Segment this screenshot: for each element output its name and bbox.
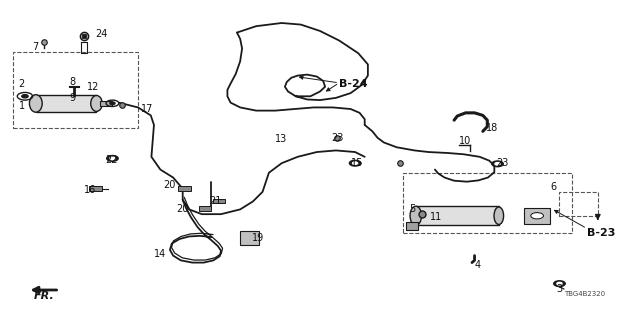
- Ellipse shape: [494, 207, 504, 225]
- Bar: [212, 198, 225, 203]
- Bar: [240, 231, 259, 245]
- Bar: [559, 192, 598, 216]
- Circle shape: [557, 282, 562, 285]
- Bar: [100, 101, 113, 106]
- Text: 14: 14: [154, 249, 166, 259]
- Bar: [36, 95, 97, 112]
- Bar: [13, 52, 138, 128]
- Text: FR.: FR.: [34, 291, 54, 301]
- Text: 17: 17: [141, 104, 154, 114]
- Circle shape: [495, 163, 500, 165]
- Text: 13: 13: [275, 134, 287, 144]
- Text: B-24: B-24: [339, 78, 368, 89]
- Text: 12: 12: [87, 82, 99, 92]
- Ellipse shape: [410, 206, 422, 225]
- Circle shape: [107, 156, 118, 161]
- Circle shape: [353, 162, 358, 164]
- Text: 11: 11: [430, 212, 442, 222]
- Bar: [178, 187, 191, 191]
- Text: 21: 21: [209, 196, 222, 206]
- Text: 15: 15: [351, 158, 363, 168]
- Bar: [524, 208, 550, 224]
- Circle shape: [110, 102, 115, 105]
- Circle shape: [554, 281, 565, 286]
- Text: 20: 20: [176, 204, 189, 214]
- Text: 10: 10: [460, 136, 472, 146]
- Text: 1: 1: [19, 101, 25, 111]
- Bar: [198, 206, 211, 211]
- Text: 16: 16: [84, 185, 96, 195]
- Circle shape: [110, 157, 115, 160]
- Text: 3: 3: [556, 284, 563, 294]
- Text: 2: 2: [19, 78, 25, 89]
- Text: 4: 4: [474, 260, 481, 270]
- Text: 7: 7: [33, 42, 39, 52]
- Text: 18: 18: [486, 123, 499, 133]
- Bar: [403, 173, 572, 233]
- Circle shape: [22, 95, 28, 98]
- Circle shape: [492, 161, 503, 167]
- Text: 5: 5: [410, 204, 415, 214]
- Ellipse shape: [91, 95, 102, 111]
- Text: 6: 6: [550, 182, 556, 192]
- Ellipse shape: [29, 95, 42, 112]
- Text: 9: 9: [70, 93, 76, 103]
- Text: B-23: B-23: [587, 228, 615, 238]
- Bar: [416, 206, 499, 225]
- Text: 22: 22: [105, 155, 117, 165]
- Bar: [406, 222, 418, 230]
- Text: 24: 24: [95, 29, 108, 39]
- Text: 20: 20: [164, 180, 176, 190]
- Text: 8: 8: [70, 77, 76, 87]
- Text: TBG4B2320: TBG4B2320: [564, 292, 605, 298]
- Bar: [89, 187, 102, 191]
- Circle shape: [531, 212, 543, 219]
- Circle shape: [349, 160, 361, 166]
- Text: 23: 23: [332, 133, 344, 143]
- Text: 23: 23: [496, 158, 509, 168]
- Text: 19: 19: [252, 233, 264, 243]
